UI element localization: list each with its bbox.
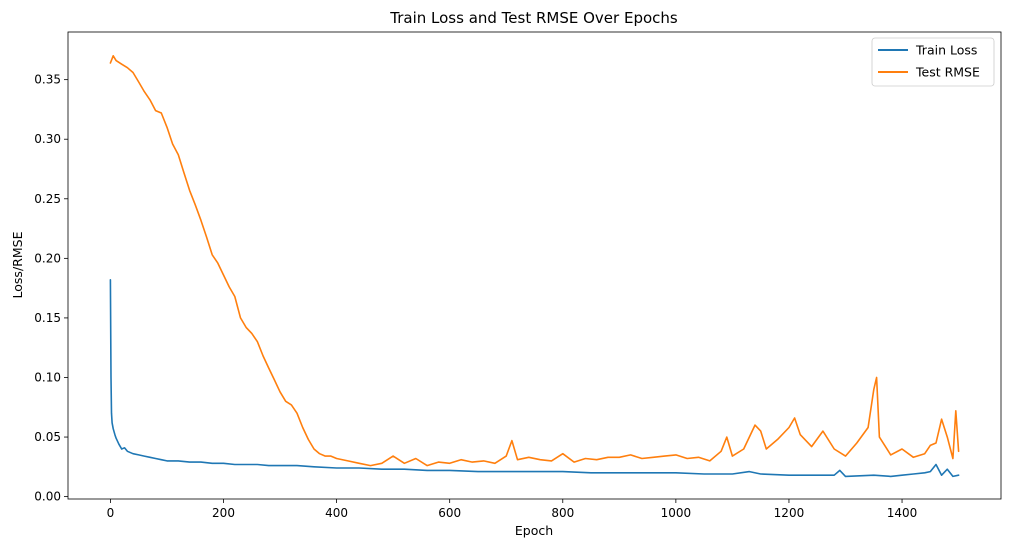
legend-label-test-rmse: Test RMSE [915, 65, 980, 80]
x-tick-label-800: 800 [551, 506, 574, 520]
x-tick-label-1400: 1400 [887, 506, 918, 520]
plot-frame [67, 31, 1002, 500]
y-axis-title: Loss/RMSE [10, 231, 25, 298]
x-tick-label-400: 400 [325, 506, 348, 520]
y-tick-label-0.35: 0.35 [34, 73, 61, 87]
x-tick-label-600: 600 [438, 506, 461, 520]
x-axis: 0 200 400 600 800 1000 1200 1400 [107, 499, 918, 520]
y-tick-label-0.00: 0.00 [34, 490, 61, 504]
chart-title: Train Loss and Test RMSE Over Epochs [389, 9, 678, 27]
legend: Train Loss Test RMSE [871, 37, 995, 87]
y-tick-label-0.25: 0.25 [34, 192, 61, 206]
series-line-train-loss [109, 278, 960, 478]
plot-series [109, 54, 960, 478]
y-axis: 0.00 0.05 0.10 0.15 0.20 0.25 0.30 0.35 [34, 73, 68, 504]
y-tick-label-0.10: 0.10 [34, 370, 61, 384]
legend-label-train-loss: Train Loss [915, 43, 977, 58]
y-tick-label-0.30: 0.30 [34, 132, 61, 146]
x-axis-title: Epoch [515, 523, 553, 538]
y-tick-label-0.05: 0.05 [34, 430, 61, 444]
x-tick-label-0: 0 [107, 506, 115, 520]
x-tick-label-1200: 1200 [774, 506, 805, 520]
series-line-test-rmse [109, 54, 960, 467]
y-tick-label-0.20: 0.20 [34, 251, 61, 265]
x-tick-label-1000: 1000 [661, 506, 692, 520]
x-tick-label-200: 200 [212, 506, 235, 520]
y-tick-label-0.15: 0.15 [34, 311, 61, 325]
